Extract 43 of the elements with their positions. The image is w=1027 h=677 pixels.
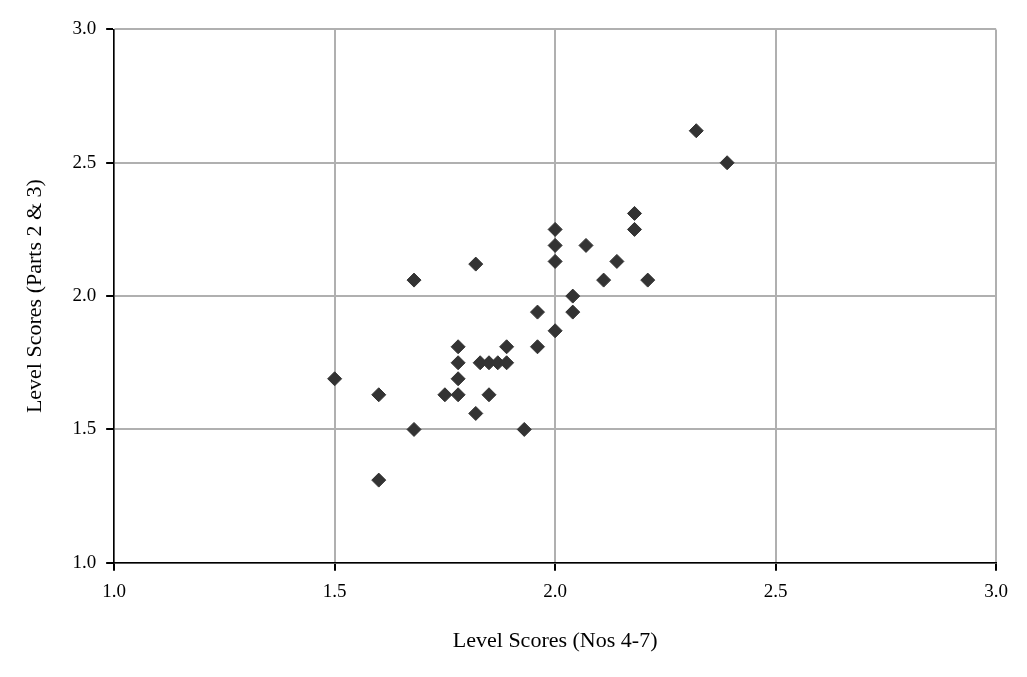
y-tick-label: 2.5	[72, 150, 97, 172]
point	[627, 221, 643, 237]
point	[688, 123, 704, 139]
y-tick-label: 2.0	[72, 284, 97, 306]
point	[627, 205, 643, 221]
point	[640, 272, 656, 288]
point	[450, 339, 466, 355]
point	[530, 304, 545, 320]
point	[327, 371, 343, 387]
point	[437, 387, 453, 403]
y-axis-title: Level Scores (Parts 2 & 3)	[20, 179, 46, 414]
point	[450, 355, 466, 371]
point	[371, 387, 387, 403]
point	[578, 237, 594, 253]
point	[406, 272, 422, 288]
point	[547, 221, 563, 237]
point	[499, 339, 515, 355]
x-tick-label: 2.0	[543, 580, 568, 602]
point	[565, 288, 581, 304]
x-tick-label: 3.0	[984, 580, 1008, 602]
point	[450, 371, 466, 387]
point	[530, 339, 545, 355]
point	[547, 323, 563, 339]
point	[565, 304, 581, 320]
x-tick-label: 1.0	[102, 580, 127, 602]
x-tick-label: 1.5	[322, 580, 347, 602]
x-tick-label: 2.5	[763, 580, 788, 602]
point	[450, 387, 466, 403]
point	[468, 256, 484, 272]
point	[596, 272, 612, 288]
point	[719, 155, 735, 171]
point	[481, 387, 497, 403]
y-tick-label: 1.0	[72, 550, 97, 572]
point	[547, 237, 563, 253]
y-tick-label: 1.5	[72, 417, 97, 439]
y-tick-label: 3.0	[72, 17, 97, 39]
point	[516, 421, 532, 437]
x-axis-title: Level Scores (Nos 4-7)	[452, 626, 658, 652]
point	[547, 253, 563, 269]
point	[609, 253, 625, 269]
point	[406, 421, 422, 437]
point	[468, 405, 484, 421]
point	[371, 472, 387, 488]
